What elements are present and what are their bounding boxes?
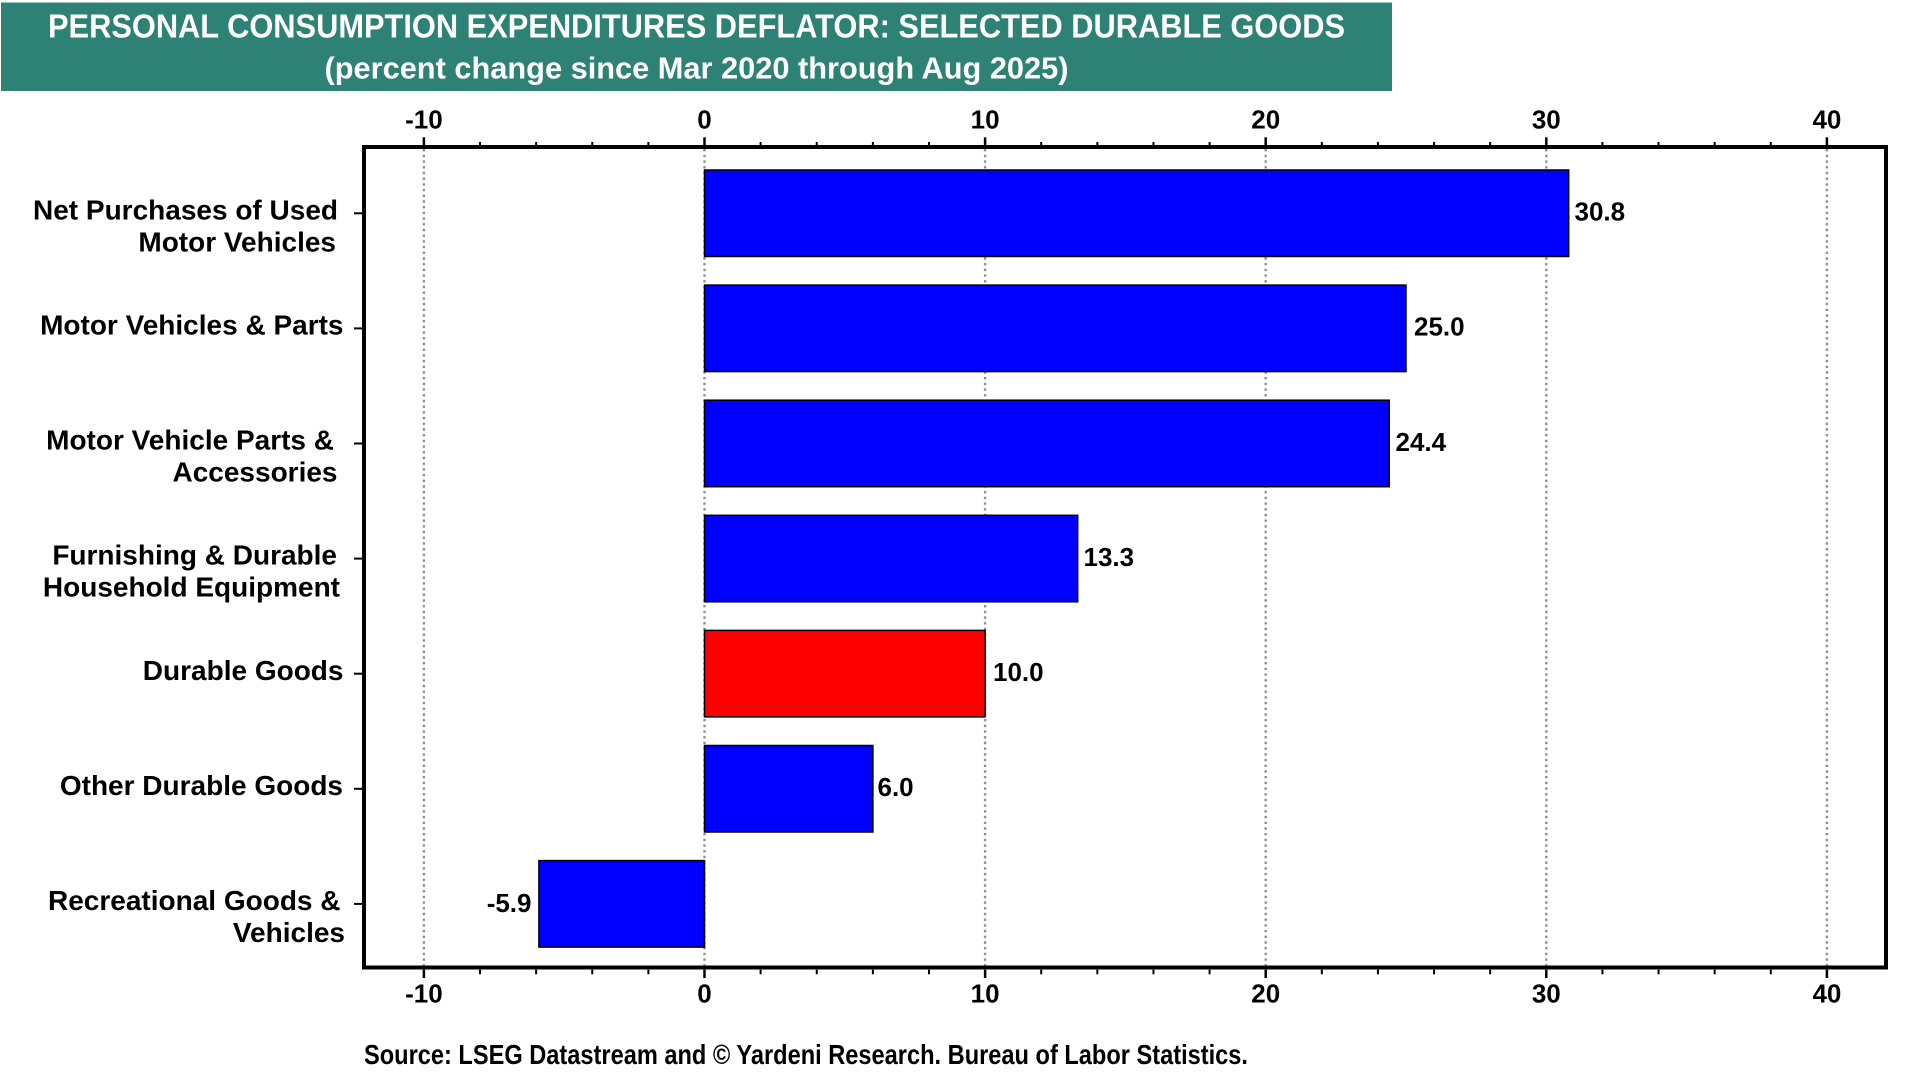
svg-text:Motor Vehicle Parts &: Motor Vehicle Parts & [46,425,334,456]
svg-text:10.0: 10.0 [993,657,1044,687]
svg-text:20: 20 [1251,978,1280,1008]
svg-text:Recreational Goods &: Recreational Goods & [48,885,341,916]
svg-text:Household Equipment: Household Equipment [43,572,340,603]
svg-text:30: 30 [1532,104,1561,134]
svg-text:Net Purchases of Used: Net Purchases of Used [33,194,338,225]
svg-text:0: 0 [697,978,711,1008]
svg-text:40: 40 [1812,104,1841,134]
svg-text:30.8: 30.8 [1575,197,1626,227]
svg-text:Source: LSEG Datastream and ©: Source: LSEG Datastream and © Yardeni Re… [364,1039,1248,1070]
svg-text:-10: -10 [405,104,443,134]
svg-text:6.0: 6.0 [878,772,914,802]
svg-text:20: 20 [1251,104,1280,134]
svg-text:10: 10 [971,104,1000,134]
svg-text:Motor Vehicles: Motor Vehicles [138,226,336,257]
svg-text:24.4: 24.4 [1396,427,1447,457]
svg-text:Vehicles: Vehicles [233,917,345,948]
svg-text:30: 30 [1532,978,1561,1008]
svg-text:0: 0 [697,104,711,134]
svg-text:10: 10 [971,978,1000,1008]
svg-text:Motor Vehicles & Parts: Motor Vehicles & Parts [40,310,343,341]
svg-text:-5.9: -5.9 [487,888,532,918]
svg-text:13.3: 13.3 [1084,542,1135,572]
svg-text:40: 40 [1812,978,1841,1008]
svg-text:25.0: 25.0 [1414,312,1465,342]
svg-text:PERSONAL CONSUMPTION EXPENDITU: PERSONAL CONSUMPTION EXPENDITURES DEFLAT… [48,8,1345,45]
svg-text:-10: -10 [405,978,443,1008]
svg-text:Other Durable Goods: Other Durable Goods [60,770,343,801]
svg-text:Durable Goods: Durable Goods [143,655,344,686]
svg-text:Accessories: Accessories [172,457,337,488]
svg-text:(percent change since Mar 2020: (percent change since Mar 2020 through A… [325,51,1069,85]
svg-text:Furnishing & Durable: Furnishing & Durable [52,540,337,571]
